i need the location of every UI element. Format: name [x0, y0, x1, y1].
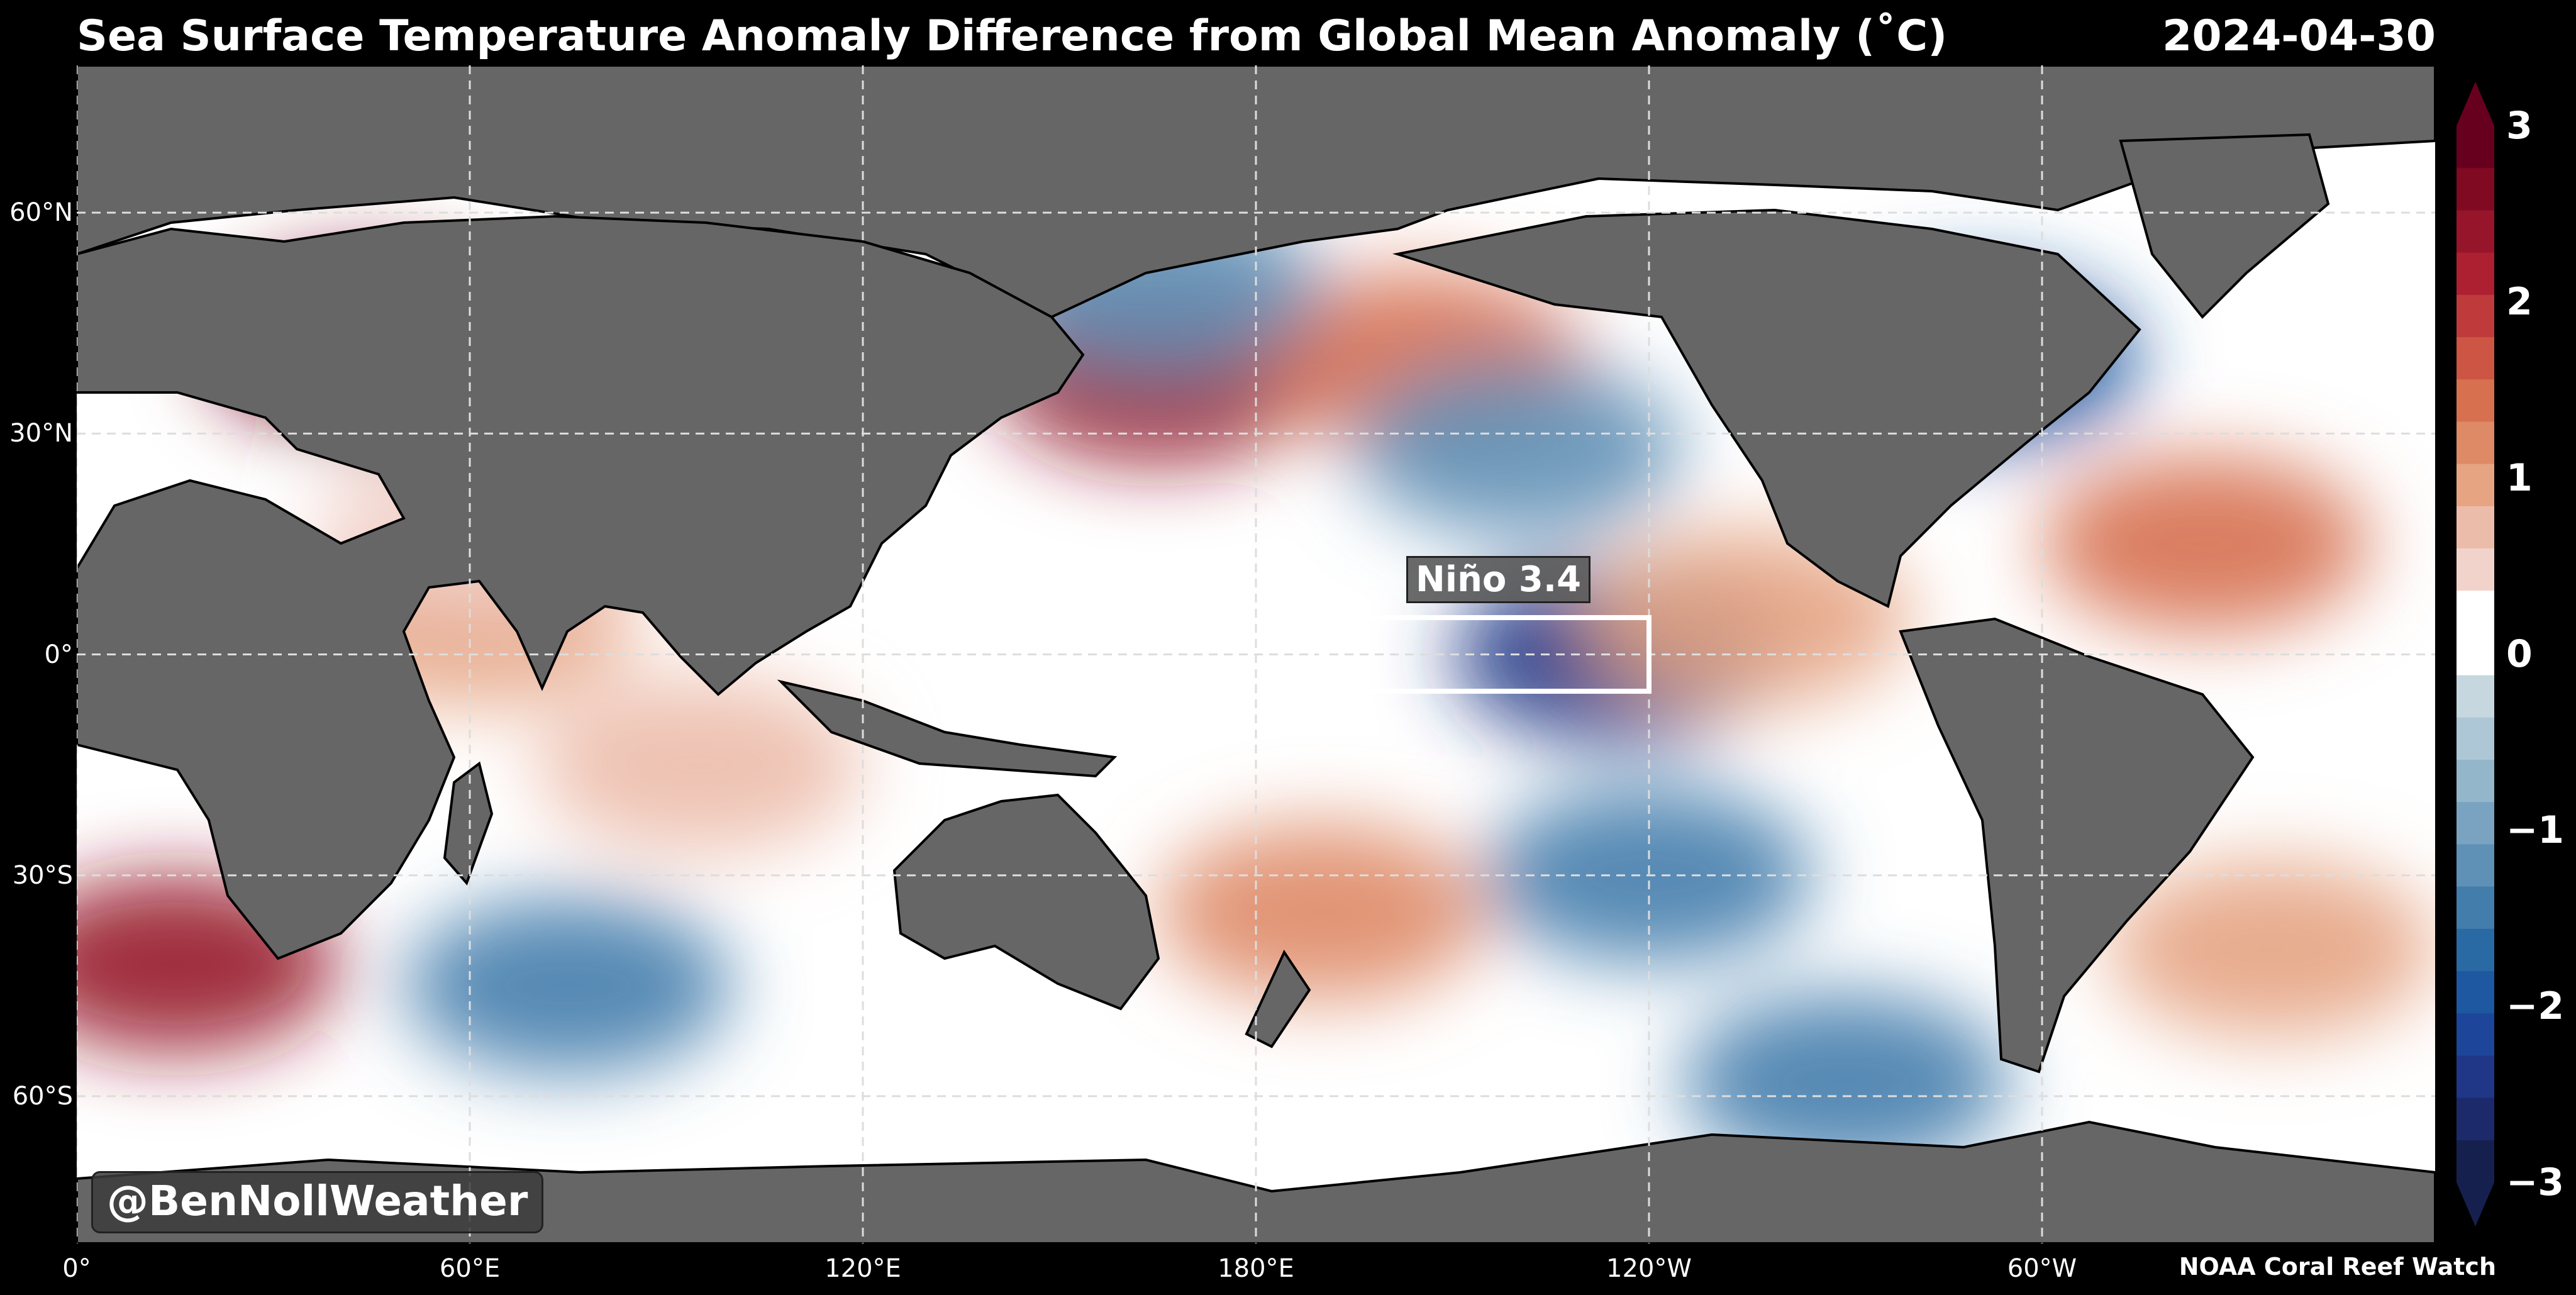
colorbar-min-extend	[2457, 1182, 2494, 1226]
colorbar-segment	[2457, 379, 2494, 422]
colorbar-tick-label: 1	[2506, 456, 2533, 500]
colorbar-segment	[2457, 1098, 2494, 1141]
north-america	[1392, 208, 2141, 608]
lat-tick-label: 60°N	[9, 198, 73, 228]
colorbar-segment	[2457, 886, 2494, 930]
lon-tick-label: 180°E	[1218, 1254, 1294, 1283]
colorbar-tick-label: 3	[2506, 104, 2533, 148]
colorbar-segment	[2457, 421, 2494, 465]
colorbar-segment	[2457, 844, 2494, 887]
lon-tick-label: 60°E	[439, 1254, 501, 1283]
lon-tick-label: 120°W	[1606, 1254, 1692, 1283]
anomaly-south-indian-cool	[404, 898, 732, 1074]
anomaly-south-atlantic-warm	[2107, 860, 2435, 1037]
colorbar-tick-label: −1	[2506, 808, 2565, 852]
anomaly-tropical-north-atlantic	[2042, 455, 2370, 632]
colorbar-segment	[2457, 591, 2494, 633]
lon-tick-label: 0°	[62, 1254, 91, 1283]
author-handle: @BenNollWeather	[91, 1171, 544, 1233]
lat-tick-label: 60°S	[12, 1081, 73, 1111]
colorbar-segment	[2457, 1013, 2494, 1056]
colorbar-segment	[2457, 802, 2494, 845]
colorbar-segment	[2457, 675, 2494, 718]
greenland	[2119, 133, 2330, 319]
colorbar-max-extend	[2457, 82, 2494, 126]
colorbar-tick-label: 2	[2506, 280, 2533, 324]
colorbar	[2457, 82, 2494, 1226]
anomaly-northeast-pacific	[1354, 360, 1682, 536]
graticule	[77, 65, 2435, 1243]
lon-tick-label: 60°W	[2007, 1254, 2077, 1283]
colorbar-segment	[2457, 717, 2494, 760]
lat-tick-label: 30°N	[9, 419, 73, 448]
australia	[892, 793, 1160, 1011]
new-zealand	[1245, 949, 1311, 1048]
colorbar-segment	[2457, 1055, 2494, 1099]
anomaly-south-pacific-central-warm	[1158, 824, 1485, 1001]
colorbar-segment	[2457, 928, 2494, 972]
colorbar-segment	[2457, 294, 2494, 338]
colorbar-segment	[2457, 506, 2494, 549]
lat-tick-label: 30°S	[12, 860, 73, 890]
colorbar-segment	[2457, 337, 2494, 380]
south-america	[1899, 617, 2255, 1074]
colorbar-tick-label: 0	[2506, 632, 2533, 676]
colorbar-tick-label: −2	[2506, 984, 2565, 1028]
figure-date: 2024-04-30	[2162, 11, 2436, 61]
antarctica	[77, 1120, 2435, 1243]
colorbar-segment	[2457, 126, 2494, 169]
indonesia	[777, 679, 1118, 778]
colorbar-segment	[2457, 633, 2494, 676]
colorbar-segment	[2457, 464, 2494, 507]
nino34-region-label: Niño 3.4	[1406, 556, 1591, 603]
lat-tick-label: 0°	[44, 640, 73, 669]
lon-tick-label: 120°E	[824, 1254, 901, 1283]
nino34-region-box	[1319, 614, 1652, 694]
data-credit: NOAA Coral Reef Watch	[2179, 1253, 2496, 1281]
colorbar-segment	[2457, 1140, 2494, 1183]
anomaly-southern-ocean-cool	[1682, 993, 2009, 1170]
colorbar-segment	[2457, 210, 2494, 253]
anomaly-east-indian-ocean	[535, 677, 863, 853]
madagascar	[443, 761, 494, 886]
colorbar-segment	[2457, 971, 2494, 1014]
colorbar-segment	[2457, 760, 2494, 803]
eurasia-africa	[77, 214, 1085, 960]
figure-title: Sea Surface Temperature Anomaly Differen…	[77, 11, 1948, 61]
colorbar-segment	[2457, 252, 2494, 296]
colorbar-tick-label: −3	[2506, 1160, 2565, 1204]
colorbar-segment	[2457, 548, 2494, 591]
sst-anomaly-map	[77, 65, 2435, 1243]
colorbar-segment	[2457, 168, 2494, 211]
